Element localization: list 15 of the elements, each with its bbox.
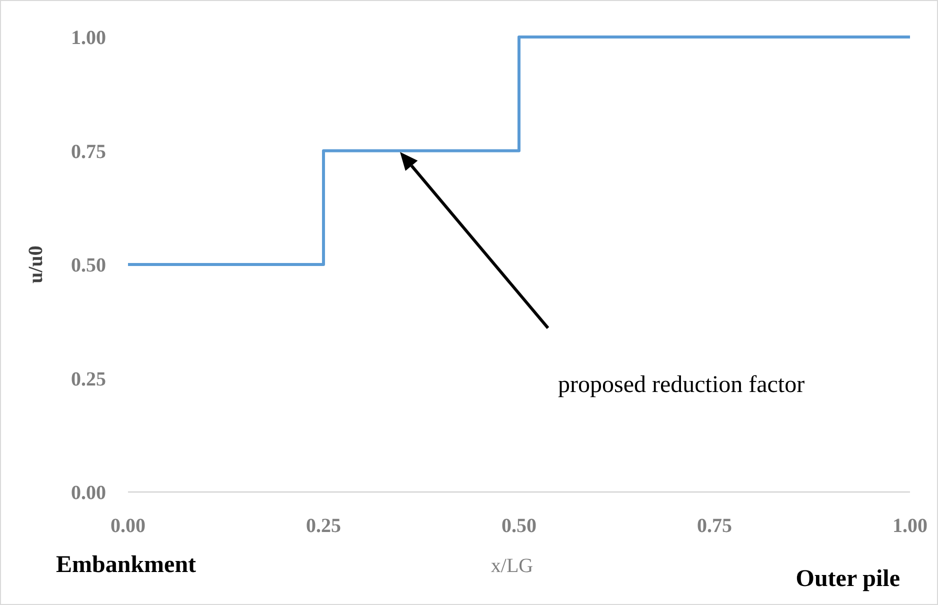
x-tick-label: 1.00 [892,515,928,537]
x-axis-title: x/LG [490,555,534,577]
y-tick-label: 1.00 [71,27,106,49]
y-tick-label: 0.00 [71,482,106,504]
text: Embankment [56,552,196,578]
annotation: proposed reduction factor [558,372,805,398]
x-tick-label: 0.25 [306,515,341,537]
y-tick-label: 0.25 [71,368,106,390]
y-tick-label: 0.50 [71,254,106,276]
text: Outer pile [796,566,900,592]
y-axis-title: u/u0 [25,246,47,284]
x-tick-label: 0.00 [110,515,146,537]
y-tick-label: 0.75 [71,140,106,163]
x-tick-label: 0.75 [697,515,732,537]
x-tick-label: 0.50 [502,515,536,537]
